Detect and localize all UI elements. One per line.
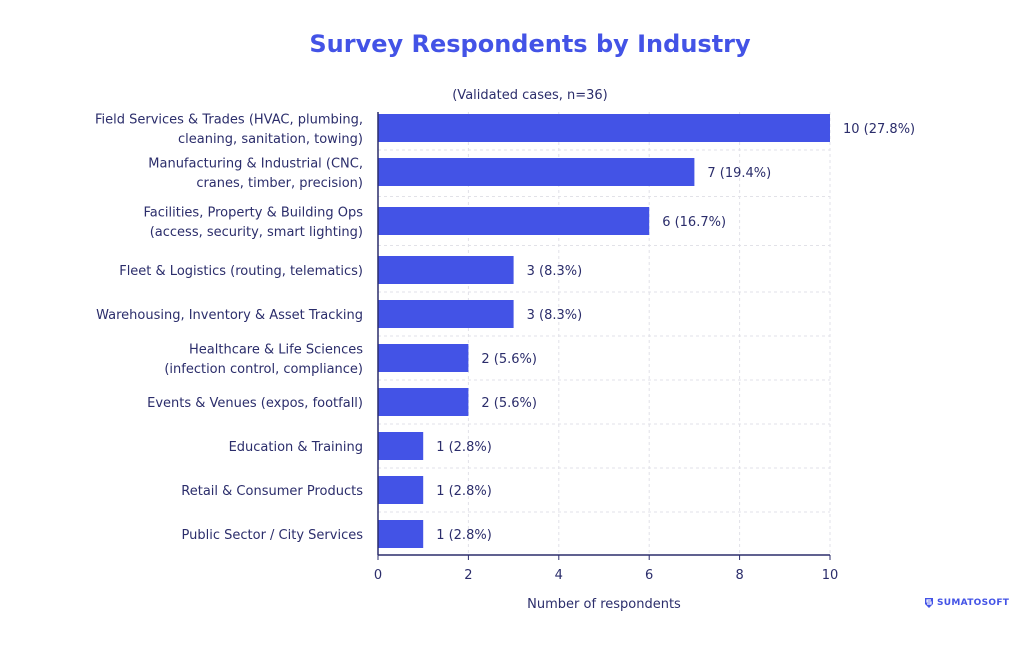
category-label: Fleet & Logistics (routing, telematics) — [119, 264, 363, 279]
category-label: Field Services & Trades (HVAC, plumbing, — [95, 112, 363, 127]
bar — [378, 114, 830, 142]
data-label: 3 (8.3%) — [527, 264, 583, 279]
category-label: Warehousing, Inventory & Asset Tracking — [96, 308, 363, 323]
category-label: (access, security, smart lighting) — [150, 225, 363, 240]
x-tick-label: 6 — [645, 568, 653, 583]
x-tick-label: 2 — [464, 568, 472, 583]
bar — [378, 300, 514, 328]
bar — [378, 256, 514, 284]
data-label: 1 (2.8%) — [436, 484, 492, 499]
x-axis-label: Number of respondents — [527, 597, 681, 612]
data-label: 2 (5.6%) — [481, 352, 537, 367]
category-label: Retail & Consumer Products — [181, 484, 363, 499]
x-tick-label: 4 — [555, 568, 563, 583]
category-label: Manufacturing & Industrial (CNC, — [148, 156, 363, 171]
chart-subtitle: (Validated cases, n=36) — [452, 88, 608, 103]
category-label: Events & Venues (expos, footfall) — [147, 396, 363, 411]
category-label: Facilities, Property & Building Ops — [143, 205, 363, 220]
bar — [378, 388, 469, 416]
data-label: 6 (16.7%) — [662, 215, 726, 230]
bar — [378, 344, 469, 372]
category-label: Healthcare & Life Sciences — [189, 342, 363, 357]
data-label: 3 (8.3%) — [527, 308, 583, 323]
data-label: 10 (27.8%) — [843, 122, 915, 137]
x-tick-label: 8 — [735, 568, 743, 583]
x-tick-label: 10 — [822, 568, 839, 583]
chart-title: Survey Respondents by Industry — [309, 30, 751, 58]
bar — [378, 476, 424, 504]
bar — [378, 432, 424, 460]
logo-text: SUMATOSOFT — [937, 598, 1010, 608]
shield-icon — [925, 598, 933, 608]
data-label: 1 (2.8%) — [436, 528, 492, 543]
category-label: cranes, timber, precision) — [196, 176, 363, 191]
sumatosoft-logo: SUMATOSOFT — [924, 597, 1009, 609]
category-label: (infection control, compliance) — [164, 362, 363, 377]
data-label: 1 (2.8%) — [436, 440, 492, 455]
category-label: Public Sector / City Services — [182, 528, 364, 543]
category-label: cleaning, sanitation, towing) — [178, 132, 363, 147]
category-label: Education & Training — [229, 440, 363, 455]
data-label: 7 (19.4%) — [707, 166, 771, 181]
bar — [378, 158, 695, 186]
x-tick-label: 0 — [374, 568, 382, 583]
bar — [378, 520, 424, 548]
data-label: 2 (5.6%) — [481, 396, 537, 411]
bar — [378, 207, 650, 235]
